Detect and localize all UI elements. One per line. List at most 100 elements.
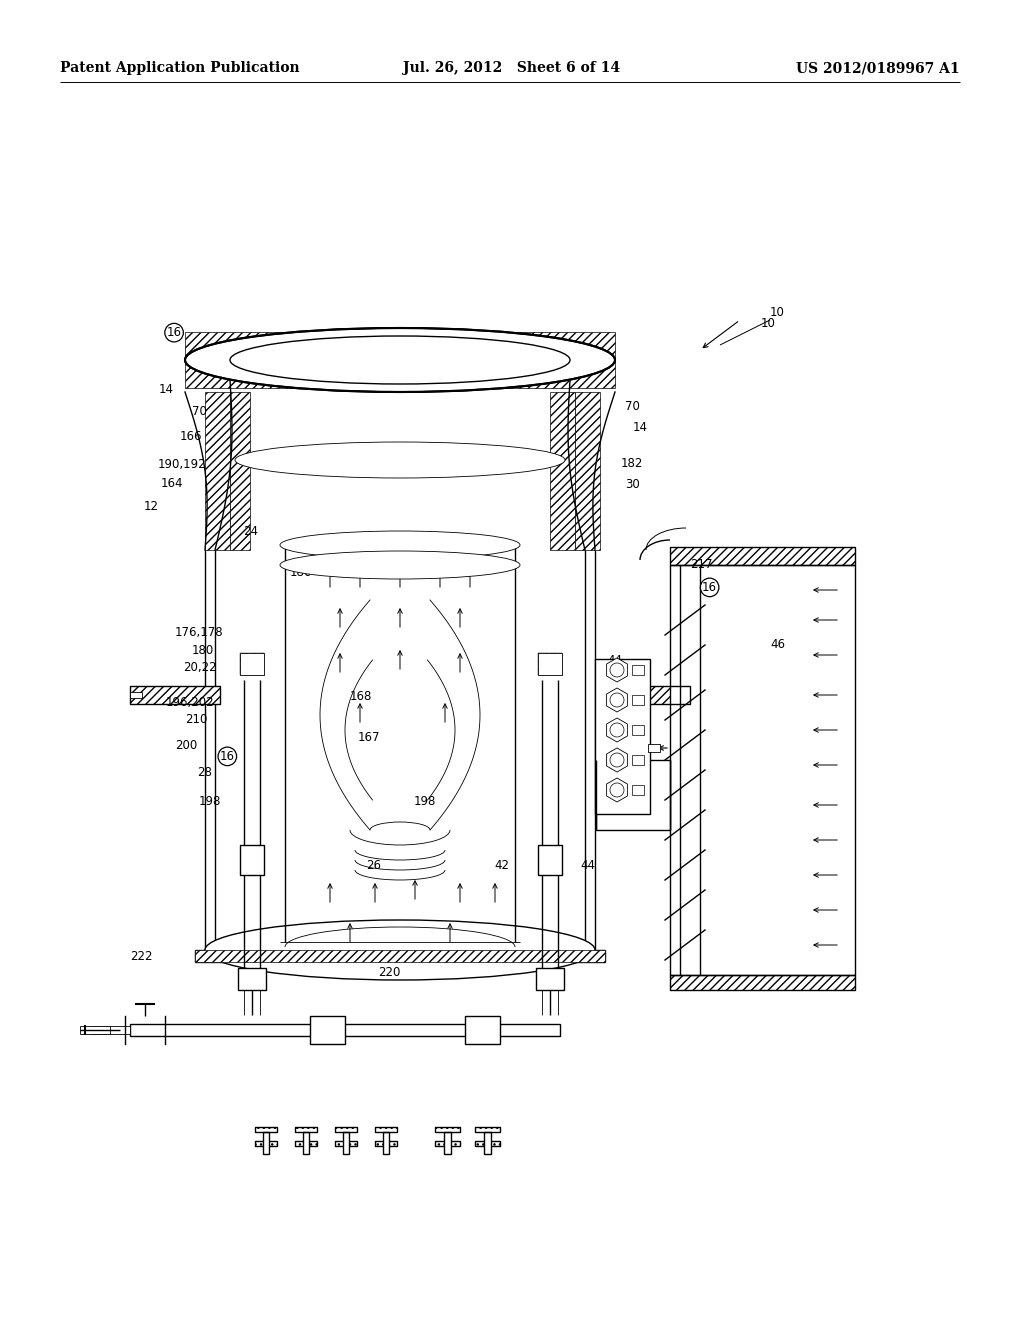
Bar [536,968,564,990]
Text: 44: 44 [607,653,622,667]
Bar [263,1133,269,1154]
Text: 70: 70 [626,400,640,413]
Text: 70: 70 [193,405,207,418]
Text: 14: 14 [159,383,173,396]
Text: 182: 182 [621,457,643,470]
Text: 210: 210 [185,713,208,726]
Text: 194: 194 [245,338,267,351]
Bar [130,692,142,698]
Text: 220: 220 [378,966,400,979]
Bar [130,1024,560,1036]
Ellipse shape [280,550,520,579]
Text: Jul. 26, 2012   Sheet 6 of 14: Jul. 26, 2012 Sheet 6 of 14 [403,61,621,75]
Bar [475,1140,500,1146]
Bar [335,1127,357,1133]
Text: 32: 32 [615,795,630,808]
Text: 180: 180 [191,644,214,657]
Text: 10: 10 [761,317,775,330]
Text: 200: 200 [175,739,198,752]
Text: 164: 164 [161,477,183,490]
Bar [255,1127,278,1133]
Text: US 2012/0189967 A1: US 2012/0189967 A1 [797,61,961,75]
Text: 20,22: 20,22 [183,661,216,675]
Bar [595,659,650,814]
Bar [475,1127,500,1133]
Bar [670,565,855,975]
Text: 10: 10 [770,305,784,318]
Bar [465,1016,500,1044]
Ellipse shape [205,920,595,979]
Text: 14: 14 [400,331,415,345]
Bar [435,1127,460,1133]
Text: 26: 26 [367,859,381,873]
Bar [295,1140,317,1146]
Bar [195,950,605,962]
Bar [238,968,266,990]
Bar [303,1133,309,1154]
Bar [238,968,266,990]
Bar [435,1140,460,1146]
Text: 14: 14 [633,421,647,434]
Ellipse shape [610,752,624,767]
Bar [632,696,644,705]
Text: 44: 44 [581,859,595,873]
Bar [430,333,615,388]
Bar [335,1140,357,1146]
Bar [596,760,670,830]
Bar [375,1140,397,1146]
Text: 16: 16 [702,581,717,594]
Bar [130,686,220,704]
Bar [295,1127,317,1133]
Bar [536,968,564,990]
Bar [670,546,855,565]
Bar [475,1127,500,1133]
Ellipse shape [610,723,624,737]
Text: 222: 222 [130,950,153,964]
Bar [600,686,690,704]
Bar [80,1026,110,1034]
Bar [632,665,644,675]
Bar [185,333,370,388]
Text: Patent Application Publication: Patent Application Publication [60,61,300,75]
Bar [670,975,855,990]
Bar [240,653,264,675]
Bar [475,1140,500,1146]
Text: 184: 184 [421,566,443,579]
Text: 46: 46 [771,638,785,651]
Bar [255,1140,278,1146]
Bar [375,1140,397,1146]
Bar [538,653,562,675]
Ellipse shape [610,663,624,677]
Bar [230,392,250,550]
Ellipse shape [610,693,624,708]
Bar [484,1133,490,1154]
Bar [383,1133,389,1154]
Text: 198: 198 [414,795,436,808]
Ellipse shape [280,531,520,558]
Bar [550,392,575,550]
Bar [444,1133,451,1154]
Bar [310,1016,345,1044]
Polygon shape [125,1016,165,1030]
Bar [295,1127,317,1133]
Text: 176,178: 176,178 [174,626,223,639]
Bar [538,845,562,875]
Text: 166: 166 [179,430,202,444]
Text: 50,56: 50,56 [327,331,359,345]
Bar [375,1127,397,1133]
Bar [632,785,644,795]
Text: 42: 42 [495,859,509,873]
Ellipse shape [185,327,615,392]
Text: 16: 16 [220,750,234,763]
Bar [240,845,264,875]
Bar [632,755,644,766]
Bar [648,744,660,752]
Text: 30: 30 [626,478,640,491]
Bar [670,546,855,565]
Bar [240,845,264,875]
Bar [343,1133,349,1154]
Ellipse shape [610,783,624,797]
Text: 196,202: 196,202 [166,696,215,709]
Text: 198: 198 [199,795,221,808]
Text: 217: 217 [690,558,713,572]
